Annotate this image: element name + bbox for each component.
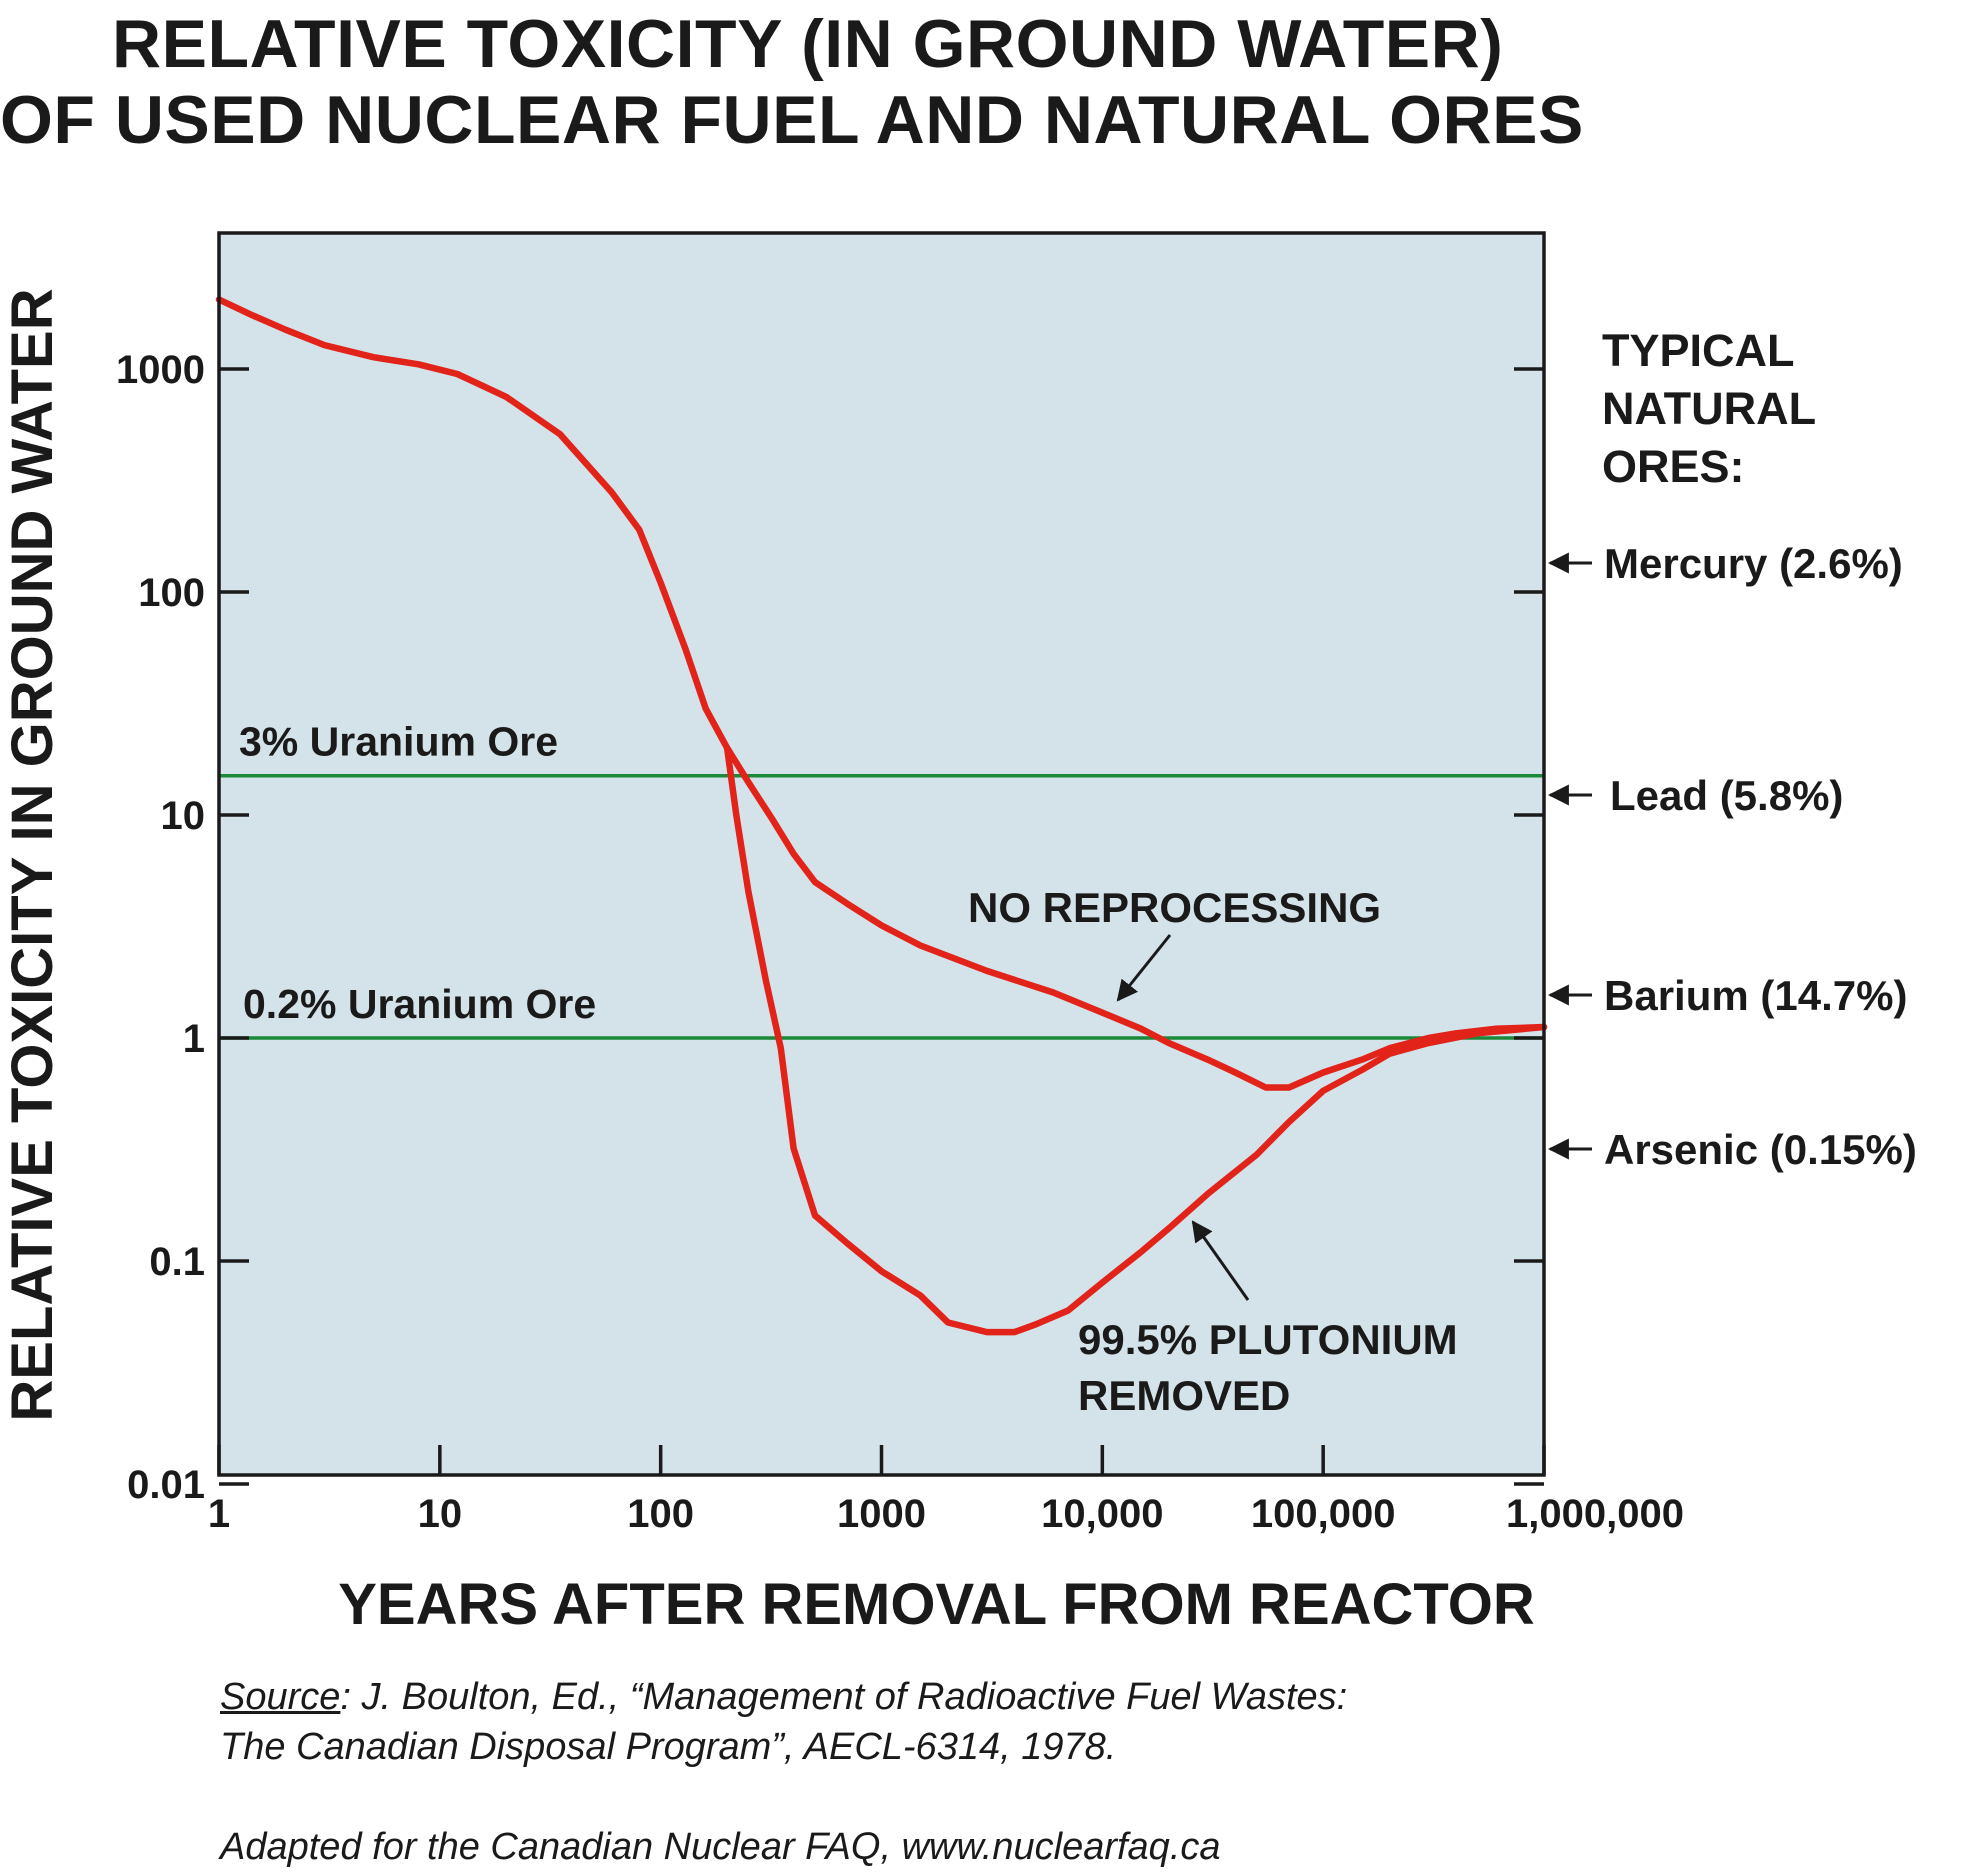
x-tick-label-0: 1 <box>208 1492 230 1536</box>
source-text-1: : J. Boulton, Ed., “Management of Radioa… <box>340 1676 1348 1718</box>
y-tick-label-4: 100 <box>138 571 205 615</box>
y-tick-label-0: 0.01 <box>127 1463 205 1507</box>
source-prefix: Source <box>220 1676 341 1718</box>
ore-label-2: Lead (5.8%) <box>1610 772 1843 819</box>
x-tick-label-1: 10 <box>418 1492 463 1536</box>
y-tick-label-2: 1 <box>183 1017 205 1061</box>
x-tick-label-3: 1000 <box>837 1492 926 1536</box>
y-axis-label: RELATIVE TOXICITY IN GROUND WATER <box>0 288 65 1421</box>
y-tick-label-3: 10 <box>161 794 206 838</box>
source-line-2: The Canadian Disposal Program”, AECL-631… <box>220 1726 1117 1768</box>
reference-label-1: 3% Uranium Ore <box>239 719 558 765</box>
ores-heading-line-2: NATURAL <box>1602 383 1816 434</box>
x-tick-label-2: 100 <box>627 1492 694 1536</box>
annotation-plutonium-line-1: 99.5% PLUTONIUM <box>1078 1316 1458 1363</box>
y-tick-label-1: 0.1 <box>149 1240 205 1284</box>
x-tick-label-6: 1,000,000 <box>1506 1492 1684 1536</box>
x-axis-label: YEARS AFTER REMOVAL FROM REACTOR <box>338 1572 1535 1637</box>
chart-title-line-1: RELATIVE TOXICITY (IN GROUND WATER) <box>112 6 1504 82</box>
y-tick-label-5: 1000 <box>116 348 205 392</box>
ore-label-1: Mercury (2.6%) <box>1604 540 1903 587</box>
x-tick-label-4: 10,000 <box>1041 1492 1163 1536</box>
x-tick-label-5: 100,000 <box>1251 1492 1396 1536</box>
chart-title-line-2: OF USED NUCLEAR FUEL AND NATURAL ORES <box>0 82 1584 158</box>
series-line-2 <box>723 744 1548 1336</box>
ore-label-3: Barium (14.7%) <box>1604 972 1907 1019</box>
annotation-arrow-plutonium <box>1191 1220 1250 1301</box>
source-credit: Adapted for the Canadian Nuclear FAQ, ww… <box>220 1826 1221 1868</box>
ores-heading-line-3: ORES: <box>1602 441 1745 492</box>
annotation-plutonium-line-2: REMOVED <box>1078 1372 1290 1419</box>
ore-label-4: Arsenic (0.15%) <box>1604 1126 1917 1173</box>
ores-heading-line-1: TYPICAL <box>1602 325 1795 376</box>
source-line-1: Source: J. Boulton, Ed., “Management of … <box>220 1676 1347 1719</box>
reference-label-2: 0.2% Uranium Ore <box>243 981 596 1027</box>
annotation-arrow-no-reprocessing <box>1116 934 1172 1002</box>
series-line-1 <box>215 296 1548 1091</box>
annotation-no-reprocessing: NO REPROCESSING <box>968 884 1381 931</box>
plot-area <box>219 233 1544 1475</box>
